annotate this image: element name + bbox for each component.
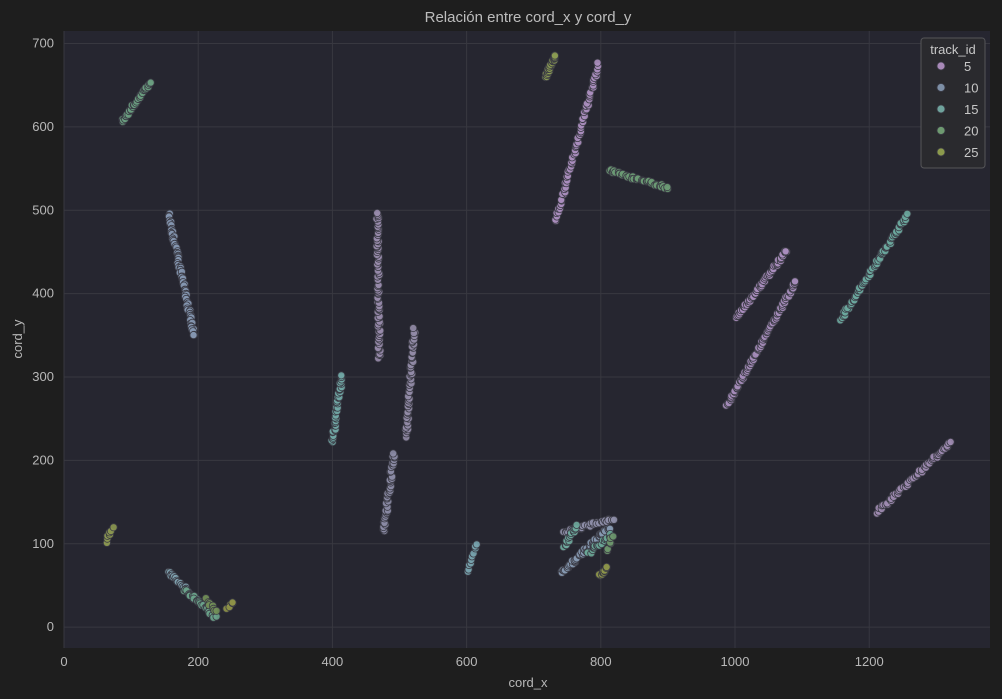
- legend-label: 25: [964, 145, 978, 160]
- chart-title: Relación entre cord_x y cord_y: [425, 9, 632, 26]
- plot-area: [64, 31, 990, 648]
- x-axis-ticks: 0 200 400 600 800 1000 1200: [60, 654, 883, 669]
- y-tick-label: 600: [32, 119, 54, 134]
- scatter-point: [472, 540, 481, 549]
- scatter-point: [109, 523, 118, 532]
- scatter-point: [946, 437, 955, 446]
- scatter-points: [102, 51, 955, 622]
- scatter-point: [572, 520, 581, 529]
- legend-title: track_id: [930, 42, 976, 57]
- y-tick-label: 300: [32, 369, 54, 384]
- x-tick-label: 400: [322, 654, 344, 669]
- x-tick-label: 800: [590, 654, 612, 669]
- scatter-point: [228, 598, 237, 607]
- y-tick-label: 200: [32, 452, 54, 467]
- legend-marker: [936, 83, 946, 92]
- legend-marker: [936, 61, 946, 71]
- scatter-point: [550, 51, 559, 60]
- legend: track_id 5 10 15 20 25: [920, 37, 986, 169]
- scatter-point: [593, 58, 602, 67]
- y-axis-ticks: 0 100 200 300 400 500 600 700: [32, 36, 54, 635]
- y-tick-label: 700: [32, 36, 54, 51]
- scatter-point: [663, 183, 672, 192]
- scatter-point: [791, 277, 800, 286]
- legend-label: 15: [964, 102, 978, 117]
- x-axis-title: cord_x: [508, 675, 548, 690]
- legend-entries: 5 10 15 20 25: [936, 59, 978, 160]
- scatter-point: [389, 449, 398, 458]
- x-tick-label: 0: [60, 654, 67, 669]
- scatter-point: [373, 208, 382, 217]
- scatter-point: [602, 563, 611, 572]
- x-tick-label: 1200: [855, 654, 884, 669]
- scatter-point: [610, 515, 619, 524]
- y-tick-label: 0: [47, 619, 54, 634]
- scatter-point: [903, 209, 912, 218]
- scatter-point: [146, 78, 155, 87]
- legend-marker: [936, 126, 946, 135]
- legend-label: 5: [964, 59, 971, 74]
- scatter-point: [337, 371, 346, 380]
- legend-marker: [936, 147, 946, 157]
- scatter-point: [409, 324, 418, 333]
- x-tick-label: 600: [456, 654, 478, 669]
- x-tick-label: 1000: [721, 654, 750, 669]
- scatter-point: [189, 331, 198, 340]
- scatter-point: [609, 532, 618, 541]
- y-tick-label: 400: [32, 286, 54, 301]
- legend-label: 10: [964, 81, 978, 96]
- y-tick-label: 500: [32, 202, 54, 217]
- scatter-point: [781, 247, 790, 256]
- grid-lines: [63, 31, 990, 648]
- y-axis-title: cord_y: [10, 319, 25, 359]
- scatter-point: [212, 606, 221, 615]
- legend-box: [920, 37, 986, 169]
- y-tick-label: 100: [32, 536, 54, 551]
- legend-marker: [936, 104, 946, 114]
- legend-label: 20: [964, 124, 978, 139]
- x-tick-label: 200: [187, 654, 209, 669]
